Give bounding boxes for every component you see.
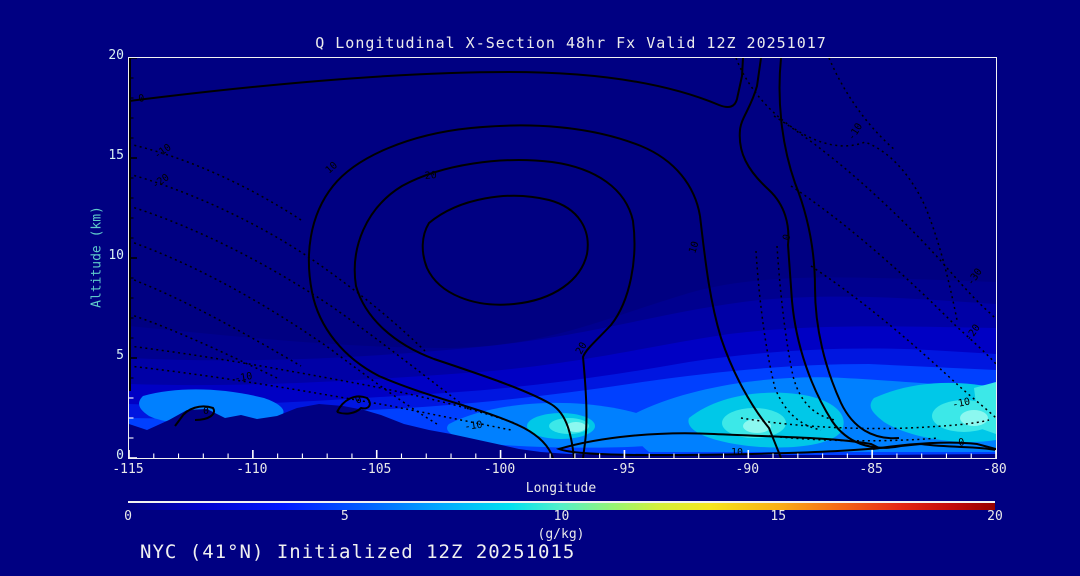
colorbar-tick-label: 5 bbox=[340, 509, 349, 524]
contour-label: 0 bbox=[354, 394, 364, 407]
x-tick-label: -80 bbox=[983, 462, 1007, 477]
contour-label: 10 bbox=[687, 240, 701, 255]
colorbar-units-label: (g/kg) bbox=[537, 527, 585, 542]
contour-label: -10 bbox=[464, 420, 483, 433]
y-tick-label: 15 bbox=[108, 148, 124, 163]
contour-label: 0 bbox=[203, 406, 209, 417]
y-tick-label: 20 bbox=[108, 48, 124, 63]
solid-contours bbox=[129, 58, 996, 458]
colorbar-tick-labels: 0 5 10 15 20 bbox=[124, 509, 1003, 527]
contour-label: 0 bbox=[781, 233, 793, 242]
colorbar-tick-label: 10 bbox=[553, 509, 570, 524]
x-tick-label: -100 bbox=[483, 462, 516, 477]
x-tick-label: -105 bbox=[360, 462, 392, 477]
x-tick-label: -115 bbox=[112, 462, 144, 477]
dashed-contours bbox=[129, 58, 996, 442]
y-tick-label: 10 bbox=[108, 248, 124, 263]
contour-label: 20 bbox=[424, 170, 437, 182]
contour-label: 0 bbox=[958, 437, 966, 449]
colorbar-tick-label: 20 bbox=[987, 509, 1003, 524]
x-axis-tick-labels: -115 -110 -105 -100 -95 -90 -85 -80 bbox=[112, 462, 1006, 480]
y-axis-title: Altitude (km) bbox=[89, 206, 105, 308]
chart-title: Q Longitudinal X-Section 48hr Fx Valid 1… bbox=[315, 34, 827, 52]
axis-ticks bbox=[129, 58, 996, 458]
contour-label: 20 bbox=[574, 341, 590, 357]
x-axis-title: Longitude bbox=[525, 481, 597, 496]
contour-label: 0 bbox=[138, 93, 146, 105]
colorbar-gradient bbox=[128, 501, 995, 510]
colorbar-tick-label: 0 bbox=[124, 509, 132, 524]
y-tick-label: 5 bbox=[116, 348, 124, 363]
x-tick-label: -85 bbox=[859, 462, 883, 477]
init-caption: NYC (41°N) Initialized 12Z 20251015 bbox=[140, 541, 576, 563]
y-tick-label: 0 bbox=[116, 448, 124, 463]
colorbar-tick-label: 15 bbox=[770, 509, 787, 524]
plot-area: 0 -10 -20 10 20 0 0 -10 -10 20 10 10 0 -10 -30 -20 -10 0 bbox=[128, 57, 997, 459]
terrain-silhouette bbox=[129, 404, 996, 458]
x-tick-label: -95 bbox=[611, 462, 636, 477]
contour-label: 10 bbox=[731, 447, 743, 458]
x-tick-label: -110 bbox=[236, 462, 268, 477]
x-tick-label: -90 bbox=[735, 462, 760, 477]
contour-label: -10 bbox=[951, 396, 971, 411]
contour-label: -10 bbox=[234, 371, 254, 385]
